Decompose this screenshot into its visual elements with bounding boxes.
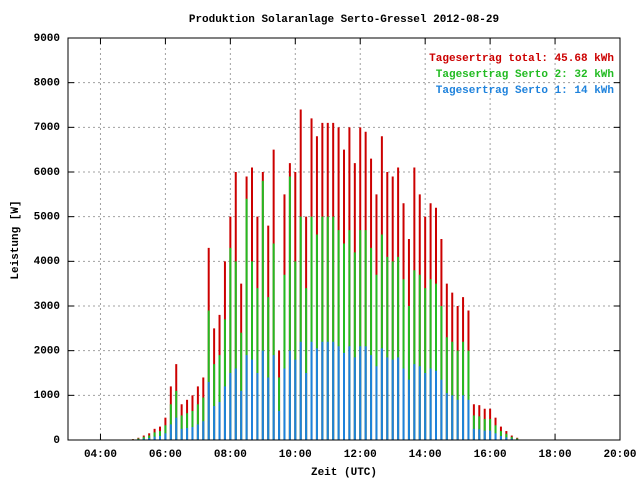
- y-tick-label: 2000: [34, 346, 60, 358]
- y-tick-label: 8000: [34, 78, 60, 90]
- legend-entry: Tagesertrag Serto 2: 32 kWh: [436, 69, 614, 81]
- y-tick-label: 0: [53, 435, 60, 447]
- x-tick-label: 08:00: [214, 449, 247, 461]
- y-axis-label: Leistung [W]: [10, 200, 22, 279]
- y-tick-label: 3000: [34, 301, 60, 313]
- legend-entry: Tagesertrag total: 45.68 kWh: [429, 53, 614, 65]
- x-tick-label: 06:00: [149, 449, 182, 461]
- x-tick-label: 16:00: [474, 449, 507, 461]
- y-tick-label: 7000: [34, 122, 60, 134]
- y-tick-label: 1000: [34, 390, 60, 402]
- plot-frame: [67, 37, 621, 441]
- y-tick-label: 4000: [34, 256, 60, 268]
- y-tick-label: 9000: [34, 33, 60, 45]
- x-tick-label: 18:00: [539, 449, 572, 461]
- legend-entry: Tagesertrag Serto 1: 14 kWh: [436, 85, 614, 97]
- x-axis-label: Zeit (UTC): [311, 467, 377, 479]
- chart-title: Produktion Solaranlage Serto-Gressel 201…: [189, 14, 499, 26]
- x-tick-label: 10:00: [279, 449, 312, 461]
- x-tick-label: 14:00: [409, 449, 442, 461]
- y-tick-label: 6000: [34, 167, 60, 179]
- x-tick-label: 04:00: [84, 449, 117, 461]
- y-tick-label: 5000: [34, 212, 60, 224]
- x-tick-label: 20:00: [603, 449, 636, 461]
- x-tick-label: 12:00: [344, 449, 377, 461]
